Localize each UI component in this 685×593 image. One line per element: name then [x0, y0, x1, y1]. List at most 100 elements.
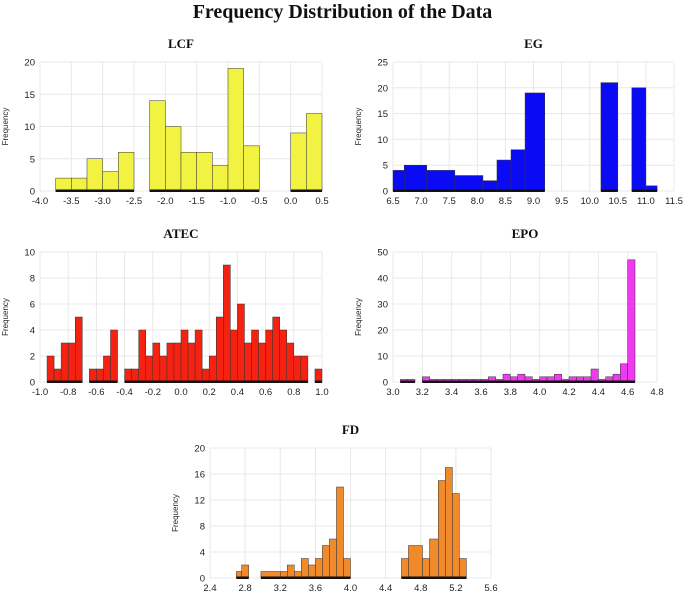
rug-epo-4 [437, 380, 445, 383]
xtick-label-epo: 3.6 [474, 387, 487, 398]
rug-atec-32 [286, 380, 294, 383]
bar-fd-14: 4.66–4.82: 5 [408, 545, 423, 579]
bar-fd-17: 5–5.08: 15 [438, 480, 446, 579]
ytick-label-lcf: 5 [30, 154, 35, 165]
rug-lcf-11 [243, 189, 260, 192]
xtick-label-eg: 9.0 [527, 196, 540, 207]
bar-lcf-13: 0.25–0.5: 12 [306, 113, 323, 192]
bar-fd-18: 5.08–5.16: 17 [445, 467, 453, 579]
bar-atec-6: -0.6–-0.55: 1 [96, 368, 104, 383]
xtick-label-lcf: -3.0 [94, 196, 110, 207]
xtick-label-fd: 2.4 [203, 583, 216, 593]
rug-eg-3 [454, 189, 483, 192]
rug-atec-7 [103, 380, 111, 383]
xtick-label-atec: 0.4 [231, 387, 244, 398]
panel-title-fd: FD [342, 422, 359, 437]
ytick-label-eg: 15 [377, 109, 388, 120]
rug-atec-26 [244, 380, 252, 383]
bar-eg-3: 7.6–8.1: 3 [454, 175, 484, 192]
bar-lcf-2: -3.25–-3: 5 [86, 158, 103, 192]
ytick-label-lcf: 20 [24, 58, 35, 69]
rug-epo-20 [554, 380, 562, 383]
xtick-label-atec: 0.2 [203, 387, 216, 398]
rug-epo-13 [503, 380, 511, 383]
bar-atec-25: 0.4–0.45: 6 [237, 303, 245, 383]
bar-atec-4: -0.75–-0.7: 5 [75, 316, 83, 383]
bar-lcf-6: -2–-1.75: 10 [165, 126, 182, 192]
rug-atec-12 [145, 380, 153, 383]
rug-atec-4 [75, 380, 83, 383]
bar-atec-12: -0.25–-0.2: 2 [145, 355, 154, 383]
rug-fd-9 [322, 576, 330, 579]
rug-epo-14 [510, 380, 518, 383]
rug-epo-10 [481, 380, 489, 383]
rug-atec-18 [188, 380, 196, 383]
bar-fd-4: 3.28–3.36: 2 [287, 564, 295, 579]
rug-epo-1 [407, 380, 415, 383]
rug-fd-13 [401, 576, 409, 579]
rug-atec-15 [166, 380, 174, 383]
bar-eg-6: 8.6–8.85: 8 [510, 149, 526, 192]
rug-fd-14 [408, 576, 423, 579]
xtick-label-atec: -0.4 [116, 387, 132, 398]
bar-atec-7: -0.55–-0.5: 2 [103, 355, 111, 383]
rug-epo-12 [495, 380, 503, 383]
xtick-label-eg: 10.0 [580, 196, 599, 207]
bar-atec-30: 0.65–0.7: 5 [272, 316, 280, 383]
bar-atec-21: 0.2–0.25: 2 [208, 355, 217, 383]
rug-eg-9 [631, 189, 646, 192]
rug-epo-26 [598, 380, 606, 383]
bar-fd-1: 2.76–2.84: 2 [241, 564, 249, 579]
xtick-label-fd: 3.6 [309, 583, 322, 593]
ytick-label-atec: 2 [30, 352, 35, 363]
rug-atec-21 [209, 380, 217, 383]
xtick-label-atec: 1.0 [315, 387, 328, 398]
xtick-label-epo: 4.8 [650, 387, 663, 398]
rug-atec-11 [138, 380, 146, 383]
rug-epo-7 [459, 380, 467, 383]
rug-epo-8 [466, 380, 474, 383]
xtick-label-atec: 0.6 [259, 387, 272, 398]
bar-lcf-8: -1.5–-1.25: 6 [196, 152, 213, 192]
bar-atec-29: 0.6–0.65: 4 [265, 329, 273, 383]
xtick-label-atec: -0.2 [145, 387, 161, 398]
rug-lcf-12 [290, 189, 307, 192]
bar-atec-1: -0.9–-0.85: 1 [53, 368, 62, 383]
rug-fd-11 [336, 576, 344, 579]
xtick-label-atec: -1.0 [32, 387, 48, 398]
bar-fd-12: 3.92–4: 3 [343, 558, 351, 579]
xtick-label-fd: 4.8 [414, 583, 427, 593]
bar-fd-19: 5.16–5.24: 13 [452, 493, 460, 579]
rug-epo-21 [561, 380, 569, 383]
bar-fd-8: 3.6–3.68: 3 [315, 558, 323, 579]
ytick-label-fd: 0 [200, 574, 205, 585]
bar-atec-13: -0.2–-0.15: 3 [152, 342, 161, 383]
xtick-label-atec: 0.0 [174, 387, 187, 398]
ytick-label-atec: 4 [30, 326, 35, 337]
bar-eg-9: 10.75–11: 20 [631, 87, 647, 192]
bar-atec-11: -0.3–-0.25: 4 [138, 329, 146, 383]
rug-atec-30 [272, 380, 280, 383]
rug-eg-0 [393, 189, 405, 192]
bar-atec-14: -0.15–-0.1: 2 [159, 355, 168, 383]
xtick-label-fd: 3.2 [274, 583, 287, 593]
rug-epo-15 [517, 380, 525, 383]
rug-atec-19 [195, 380, 203, 383]
rug-epo-0 [400, 380, 408, 383]
rug-eg-4 [482, 189, 497, 192]
rug-eg-2 [426, 189, 455, 192]
rug-atec-3 [68, 380, 76, 383]
xtick-label-epo: 3.4 [445, 387, 458, 398]
figure-title: Frequency Distribution of the Data [192, 1, 493, 23]
bar-eg-0: 6.5–6.7: 4 [392, 170, 405, 192]
rug-atec-35 [314, 380, 322, 383]
bar-atec-24: 0.35–0.4: 4 [230, 329, 238, 383]
rug-lcf-2 [87, 189, 103, 192]
rug-epo-2 [422, 380, 430, 383]
ytick-label-fd: 20 [194, 444, 205, 455]
xtick-label-epo: 3.8 [504, 387, 517, 398]
rug-atec-13 [152, 380, 160, 383]
bar-eg-5: 8.35–8.6: 6 [496, 159, 512, 192]
panel-title-atec: ATEC [163, 226, 198, 241]
bar-atec-20: 0.15–0.2: 1 [201, 368, 210, 383]
